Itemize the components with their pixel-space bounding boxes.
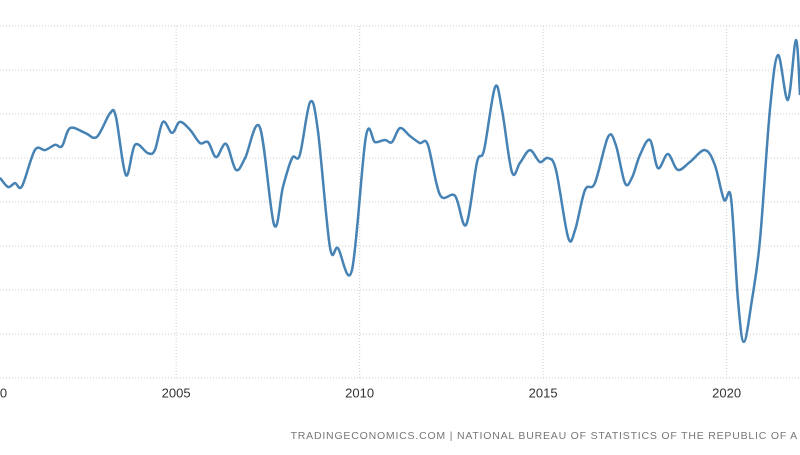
- x-tick-label: 2015: [529, 385, 558, 400]
- x-tick-label: 2005: [162, 385, 191, 400]
- source: TRADINGECONOMICS.COM | NATIONAL BUREAU O…: [291, 430, 798, 442]
- line: [0, 38, 800, 344]
- x-tick-label: 2000: [0, 385, 7, 400]
- x-tick-label: 2020: [712, 385, 741, 400]
- x-tick-label: 2010: [345, 385, 374, 400]
